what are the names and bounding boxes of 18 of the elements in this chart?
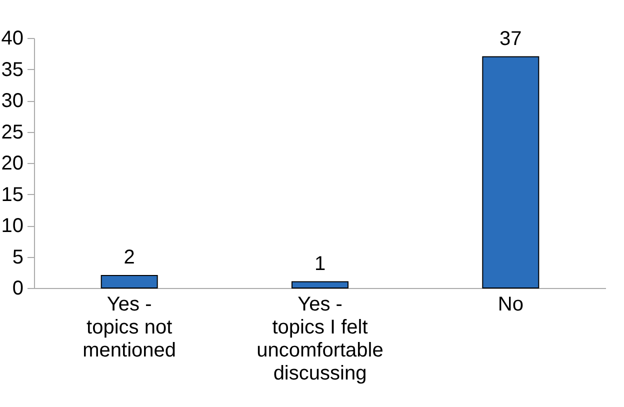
data-label: 1 (314, 252, 326, 275)
data-label: 37 (500, 28, 522, 50)
y-tick-label: 25 (1, 121, 24, 144)
y-tick-label: 15 (1, 184, 24, 206)
y-tick-label: 40 (1, 28, 24, 50)
bar (292, 281, 348, 288)
bar (482, 56, 540, 288)
y-tick-label: 30 (1, 90, 24, 112)
x-tick-label: Yes - topics I felt uncomfortable discussing (256, 294, 384, 384)
y-tick-label: 20 (1, 152, 24, 174)
data-label: 2 (124, 246, 135, 268)
y-tick-label: 35 (1, 58, 24, 81)
y-tick-label: 0 (12, 278, 24, 300)
y-tick-label: 10 (1, 215, 24, 237)
x-tick-label: Yes - topics not mentioned (82, 294, 176, 362)
x-tick-label: No (498, 294, 524, 316)
y-tick-label: 5 (12, 246, 24, 268)
bar (100, 275, 158, 288)
